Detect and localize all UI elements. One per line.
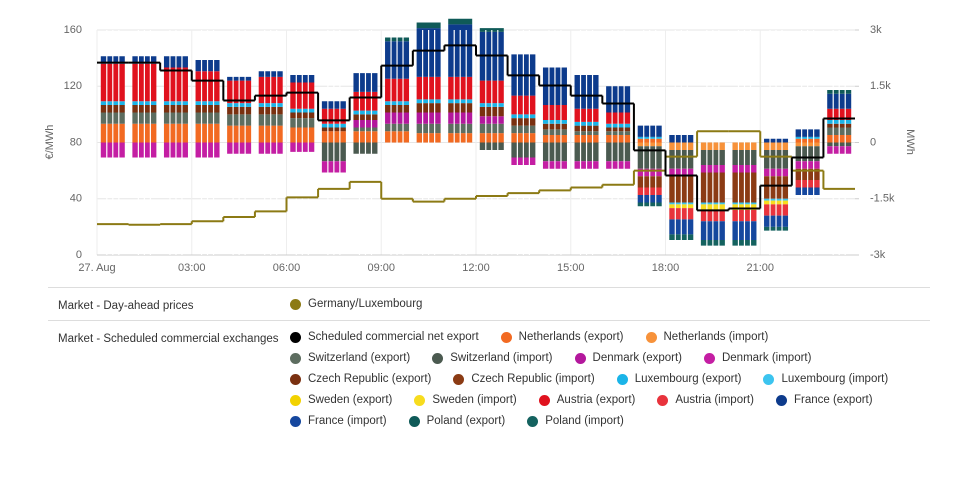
x-tick-label: 27. Aug — [78, 262, 115, 274]
legend-item[interactable]: Sweden (import) — [414, 394, 517, 406]
x-tick-label: 06:00 — [273, 262, 301, 274]
legend: Market - Day-ahead prices Germany/Luxembo… — [0, 287, 960, 437]
legend-section: Market - Day-ahead prices Germany/Luxembo… — [48, 287, 930, 320]
legend-marker — [290, 394, 301, 406]
legend-section-title: Market - Day-ahead prices — [58, 300, 194, 312]
legend-item[interactable]: Switzerland (import) — [432, 352, 553, 364]
legend-marker — [703, 352, 715, 364]
legend-marker — [290, 352, 301, 364]
x-tick-label: 03:00 — [178, 262, 206, 274]
legend-items: Germany/Luxembourg — [290, 298, 890, 310]
legend-label: Switzerland (import) — [450, 352, 553, 364]
legend-item[interactable]: Denmark (import) — [703, 352, 812, 364]
legend-item[interactable]: Czech Republic (export) — [290, 373, 431, 385]
legend-marker — [290, 331, 301, 343]
y-tick-label: 120 — [64, 80, 82, 92]
legend-label: Luxembourg (import) — [781, 373, 889, 385]
y2-axis-label: MWh — [904, 129, 916, 155]
legend-item[interactable]: Scheduled commercial net export — [290, 331, 479, 343]
y-tick-label: 160 — [64, 24, 82, 36]
y2-tick-label: -3k — [870, 249, 886, 261]
legend-label: Poland (export) — [426, 415, 506, 427]
legend-marker — [775, 394, 787, 406]
legend-item[interactable]: Netherlands (export) — [500, 331, 624, 343]
x-tick-label: 09:00 — [367, 262, 395, 274]
legend-marker — [574, 352, 586, 364]
y2-tick-label: -1.5k — [870, 193, 895, 205]
y-tick-label: 40 — [70, 193, 82, 205]
legend-marker — [763, 373, 775, 385]
y-tick-label: 80 — [70, 136, 82, 148]
legend-marker — [414, 394, 426, 406]
legend-label: Sweden (export) — [308, 394, 393, 406]
bar-segment — [448, 18, 473, 25]
legend-marker — [432, 352, 444, 364]
legend-section-title: Market - Scheduled commercial exchanges — [58, 333, 279, 345]
legend-item[interactable]: Switzerland (export) — [290, 352, 410, 364]
y-axis-label: €/MWh — [44, 125, 56, 160]
legend-marker — [538, 394, 550, 406]
legend-marker — [657, 394, 669, 406]
legend-marker — [453, 373, 465, 385]
legend-label: Czech Republic (export) — [308, 373, 432, 385]
legend-label: France (export) — [793, 394, 873, 406]
legend-item[interactable]: France (import) — [290, 415, 387, 427]
legend-marker — [408, 415, 420, 427]
legend-item[interactable]: Netherlands (import) — [645, 331, 769, 343]
legend-item[interactable]: Sweden (export) — [290, 394, 392, 406]
legend-item[interactable]: Luxembourg (import) — [763, 373, 888, 385]
legend-item[interactable]: Austria (import) — [657, 394, 754, 406]
bar-segment — [416, 22, 441, 29]
legend-label: Austria (export) — [556, 394, 636, 406]
x-tick-label: 21:00 — [746, 262, 774, 274]
legend-item[interactable]: Poland (import) — [527, 415, 624, 427]
x-tick-label: 18:00 — [652, 262, 680, 274]
legend-marker — [645, 331, 657, 343]
legend-label: Sweden (import) — [432, 394, 517, 406]
y-tick-label: 0 — [76, 249, 82, 261]
legend-item[interactable]: Austria (export) — [538, 394, 636, 406]
y2-tick-label: 0 — [870, 136, 876, 148]
legend-section: Market - Scheduled commercial exchanges S… — [48, 320, 930, 437]
legend-item[interactable]: Czech Republic (import) — [453, 373, 595, 385]
line-series — [97, 44, 855, 212]
legend-label: Austria (import) — [675, 394, 754, 406]
legend-marker — [527, 415, 539, 427]
y2-tick-label: 3k — [870, 24, 882, 36]
legend-item[interactable]: France (export) — [775, 394, 873, 406]
legend-label: Czech Republic (import) — [471, 373, 595, 385]
legend-label: Poland (import) — [545, 415, 624, 427]
legend-label: Netherlands (export) — [518, 331, 624, 343]
legend-item[interactable]: Poland (export) — [408, 415, 506, 427]
x-tick-label: 15:00 — [557, 262, 585, 274]
legend-label: Scheduled commercial net export — [308, 331, 479, 343]
legend-items: Scheduled commercial net export Netherlan… — [290, 331, 890, 427]
x-tick-label: 12:00 — [462, 262, 490, 274]
legend-item[interactable]: Luxembourg (export) — [616, 373, 742, 385]
legend-label: France (import) — [308, 415, 387, 427]
legend-label: Luxembourg (export) — [634, 373, 742, 385]
legend-label: Netherlands (import) — [663, 331, 769, 343]
y2-tick-label: 1.5k — [870, 80, 891, 92]
legend-label: Germany/Luxembourg — [308, 298, 423, 310]
legend-item[interactable]: Germany/Luxembourg — [290, 298, 422, 310]
legend-label: Switzerland (export) — [308, 352, 411, 364]
legend-label: Denmark (import) — [721, 352, 812, 364]
chart: €/MWh MWh 0 40 80 120 160 -3k -1.5k 0 1.5k 3k 27. … — [44, 18, 916, 274]
legend-label: Denmark (export) — [592, 352, 682, 364]
legend-item[interactable]: Denmark (export) — [574, 352, 682, 364]
legend-marker — [290, 415, 301, 427]
legend-marker — [290, 373, 301, 385]
legend-marker — [500, 331, 512, 343]
legend-marker — [290, 298, 301, 310]
legend-marker — [616, 373, 628, 385]
